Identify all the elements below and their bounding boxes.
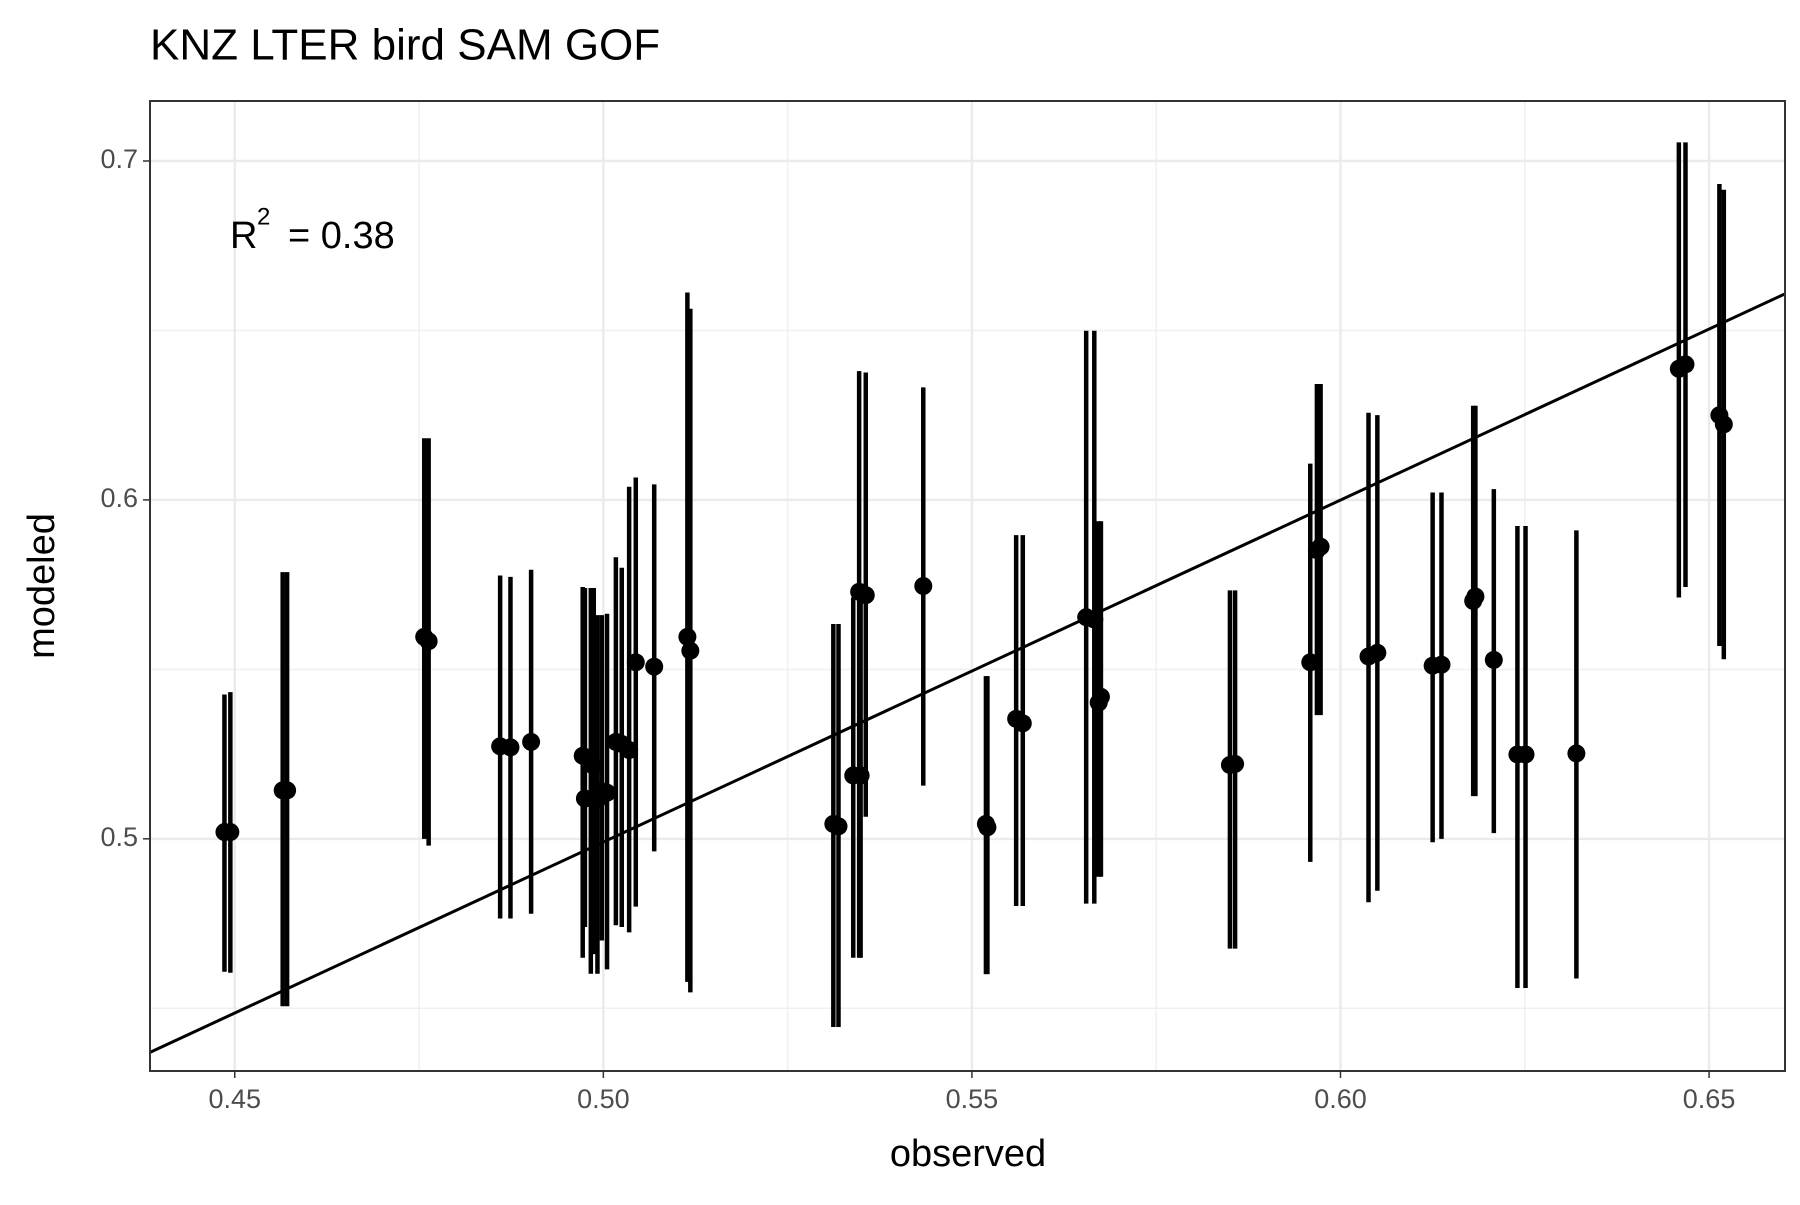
point (851, 766, 870, 785)
point (1368, 643, 1387, 662)
point (598, 783, 617, 802)
point (1466, 587, 1485, 606)
x-tick-label: 0.60 (1314, 1084, 1367, 1114)
point (914, 577, 933, 595)
plot-border (149, 100, 1786, 1072)
y-tick-label: 0.6 (100, 483, 138, 513)
point (1714, 415, 1733, 434)
x-tick-label: 0.45 (208, 1084, 261, 1114)
point (1226, 754, 1245, 773)
point (1301, 653, 1320, 672)
point (1676, 355, 1695, 374)
x-axis-title: observed (890, 1133, 1046, 1175)
point (645, 657, 664, 676)
point (856, 586, 875, 605)
annotation-text: = 0.38 (288, 215, 395, 257)
y-tick-label: 0.7 (100, 144, 138, 174)
point (501, 738, 520, 757)
point (419, 632, 438, 651)
fit-line (149, 292, 1786, 1054)
x-tick-label: 0.55 (946, 1084, 999, 1114)
y-tick-label: 0.5 (100, 822, 138, 852)
x-tick-label: 0.65 (1683, 1084, 1736, 1114)
point (221, 823, 240, 842)
point (681, 641, 700, 660)
point (1432, 655, 1451, 674)
annotation-superscript: 2 (257, 203, 270, 230)
point (584, 756, 603, 775)
point (678, 627, 697, 646)
point (626, 653, 645, 672)
point (1567, 744, 1586, 763)
chart-title: KNZ LTER bird SAM GOF (150, 21, 660, 70)
point (978, 818, 997, 837)
point (1091, 687, 1110, 706)
point (278, 781, 297, 800)
annotation-base: R (230, 215, 257, 257)
point (1516, 745, 1535, 764)
point (1311, 537, 1330, 556)
y-axis-title: modeled (21, 513, 63, 659)
point (1013, 714, 1032, 733)
point (1484, 650, 1503, 669)
point (522, 732, 541, 751)
point (620, 741, 639, 760)
x-tick-label: 0.50 (577, 1084, 630, 1114)
point (829, 817, 848, 836)
